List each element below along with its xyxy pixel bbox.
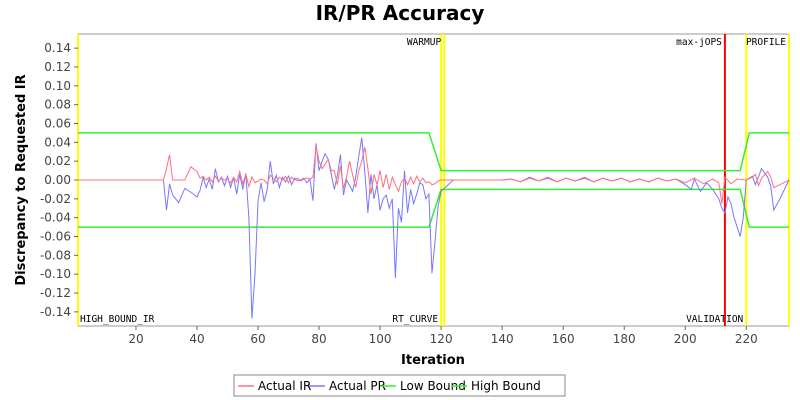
series-line-actual-ir [78,145,790,204]
x-tick-label: 20 [128,332,143,346]
legend-box [233,374,566,397]
marker-label-warmup: WARMUP [407,37,442,48]
x-tick-label: 160 [552,332,575,346]
y-tick-label: 0.10 [44,79,71,93]
y-tick-label: -0.14 [40,305,71,319]
chart-title: IR/PR Accuracy [316,1,485,25]
annotation-high-bound-ir: HIGH_BOUND_IR [80,314,155,325]
x-tick-label: 220 [735,332,758,346]
x-tick-label: 60 [250,332,265,346]
y-tick-label: 0.00 [44,173,71,187]
x-tick-label: 140 [491,332,514,346]
x-tick-label: 200 [674,332,697,346]
marker-label-max-jops: max-jOPS [676,37,722,48]
y-tick-label: 0.14 [44,41,71,55]
y-tick-label: 0.08 [44,98,71,112]
marker-label-rt-curve: RT_CURVE [392,314,438,325]
series-line-high-bound [78,132,789,172]
y-tick-label: 0.06 [44,116,71,130]
y-tick-label: 0.04 [44,135,71,149]
y-tick-label: -0.04 [40,211,71,225]
x-axis-label: Iteration [401,353,465,368]
y-tick-label: 0.12 [44,60,71,74]
legend-label-actual-pr: Actual PR [329,379,386,393]
y-axis: -0.14 -0.12 -0.10 -0.08 -0.06 -0.04 -0.02 0.00 0… [40,41,78,319]
y-tick-label: -0.08 [40,248,71,262]
legend: Actual IR Actual PR Low Bound High Bound [233,374,566,397]
legend-label-high-bound: High Bound [471,379,541,393]
x-tick-label: 180 [613,332,636,346]
series-line-low-bound [78,188,789,228]
marker-label-profile: PROFILE [746,37,786,48]
y-tick-label: -0.06 [40,230,71,244]
x-tick-label: 40 [189,332,204,346]
y-tick-label: -0.02 [40,192,71,206]
y-axis-label: Discrepancy to Requested IR [14,74,29,285]
marker-labels-layer: RT_CURVE WARMUP max-jOPS VALIDATION PROFILE [392,37,786,325]
x-tick-label: 100 [369,332,392,346]
x-tick-label: 80 [311,332,326,346]
legend-label-actual-ir: Actual IR [258,379,311,393]
y-tick-label: -0.12 [40,286,71,300]
series-layer [78,132,790,319]
y-tick-label: 0.02 [44,154,71,168]
marker-label-validation: VALIDATION [686,314,743,325]
legend-label-low-bound: Low Bound [400,379,466,393]
x-axis: 20 40 60 80 100 120 140 160 180 200 220 [128,326,758,346]
x-tick-label: 120 [430,332,453,346]
y-tick-label: -0.10 [40,267,71,281]
